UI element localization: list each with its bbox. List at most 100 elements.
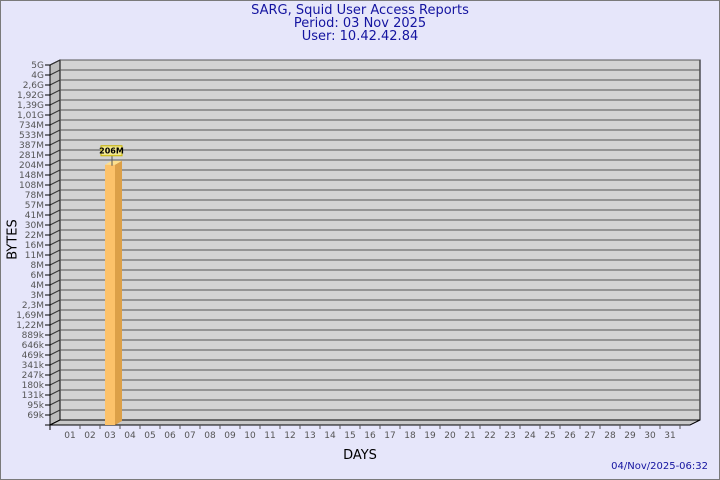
x-tick-label: 26: [564, 431, 576, 441]
x-tick-label: 15: [344, 431, 355, 441]
gridline-side: [49, 179, 61, 186]
gridline-side: [49, 339, 61, 346]
plot-floor: [49, 419, 701, 426]
x-tick-label: 16: [364, 431, 376, 441]
gridline-side: [49, 129, 61, 136]
y-tick-label: 108M: [19, 181, 44, 191]
y-tick-label: 2,3M: [22, 301, 44, 311]
y-tick-label: 1,92G: [17, 91, 44, 101]
chart-user: User: 10.42.42.84: [301, 29, 419, 44]
gridline-side: [49, 159, 61, 166]
y-tick-label: 646k: [22, 341, 45, 351]
x-axis-label: DAYS: [343, 448, 377, 463]
y-tick-label: 131k: [22, 391, 45, 401]
x-tick-label: 09: [224, 431, 236, 441]
bar-side: [115, 160, 122, 425]
gridline-side: [49, 109, 61, 116]
x-tick-label: 29: [624, 431, 636, 441]
gridline-side: [49, 69, 61, 76]
x-tick-label: 05: [144, 431, 155, 441]
y-tick-label: 1,39G: [17, 101, 44, 111]
x-tick-label: 13: [304, 431, 315, 441]
gridline-side: [49, 299, 61, 306]
gridline-side: [49, 209, 61, 216]
y-tick-label: 1,22M: [16, 321, 44, 331]
generated-timestamp: 04/Nov/2025-06:32: [611, 461, 708, 472]
gridline-side: [49, 319, 61, 326]
y-tick-label: 69k: [27, 411, 44, 421]
gridline-side: [49, 249, 61, 256]
x-tick-label: 25: [544, 431, 555, 441]
gridline-side: [49, 329, 61, 336]
y-tick-label: 281M: [19, 151, 44, 161]
y-tick-label: 78M: [25, 191, 44, 201]
x-tick-label: 27: [584, 431, 595, 441]
y-tick-label: 41M: [25, 211, 44, 221]
gridline-side: [49, 139, 61, 146]
y-tick-label: 4G: [31, 71, 44, 81]
x-tick-label: 24: [524, 431, 536, 441]
gridline-side: [49, 59, 61, 66]
y-tick-label: 3M: [31, 291, 45, 301]
x-tick-label: 19: [424, 431, 436, 441]
y-tick-label: 30M: [25, 221, 44, 231]
gridline-side: [49, 229, 61, 236]
gridline-side: [49, 199, 61, 206]
gridline-side: [49, 189, 61, 196]
x-tick-label: 07: [184, 431, 195, 441]
x-tick-label: 12: [284, 431, 295, 441]
x-tick-label: 23: [504, 431, 515, 441]
y-tick-label: 95k: [27, 401, 44, 411]
y-tick-label: 22M: [25, 231, 44, 241]
y-tick-label: 1,69M: [16, 311, 44, 321]
data-label: 206M: [99, 147, 124, 156]
x-tick-label: 22: [484, 431, 495, 441]
y-tick-label: 148M: [19, 171, 44, 181]
x-tick-label: 21: [464, 431, 475, 441]
y-tick-label: 11M: [25, 251, 44, 261]
y-tick-label: 6M: [31, 271, 45, 281]
bar-top: [105, 160, 122, 165]
gridline-side: [49, 259, 61, 266]
y-tick-label: 533M: [19, 131, 44, 141]
x-tick-label: 02: [84, 431, 95, 441]
y-tick-label: 734M: [19, 121, 44, 131]
data-label-box: [100, 145, 123, 157]
gridline-side: [49, 99, 61, 106]
y-tick-label: 8M: [31, 261, 45, 271]
gridline-side: [49, 409, 61, 416]
gridline-side: [49, 389, 61, 396]
y-tick-label: 5G: [31, 61, 44, 71]
x-tick-label: 31: [664, 431, 675, 441]
gridline-side: [49, 79, 61, 86]
y-tick-label: 1,01G: [17, 111, 44, 121]
x-tick-label: 28: [604, 431, 616, 441]
x-tick-label: 06: [164, 431, 176, 441]
y-tick-label: 247k: [22, 371, 45, 381]
gridline-side: [49, 289, 61, 296]
x-tick-label: 01: [64, 431, 75, 441]
gridline-side: [49, 119, 61, 126]
x-tick-label: 30: [644, 431, 656, 441]
x-tick-label: 10: [244, 431, 256, 441]
y-tick-label: 204M: [19, 161, 44, 171]
y-tick-label: 57M: [25, 201, 44, 211]
gridline-side: [49, 89, 61, 96]
gridline-side: [49, 309, 61, 316]
gridline-side: [49, 279, 61, 286]
gridline-side: [49, 269, 61, 276]
gridline-side: [49, 369, 61, 376]
y-tick-label: 889k: [22, 331, 45, 341]
x-tick-label: 20: [444, 431, 456, 441]
gridline-side: [49, 399, 61, 406]
x-tick-label: 03: [104, 431, 115, 441]
chart-title: SARG, Squid User Access Reports: [251, 3, 469, 18]
gridline-side: [49, 219, 61, 226]
chart-period: Period: 03 Nov 2025: [293, 16, 427, 31]
x-tick-label: 08: [204, 431, 216, 441]
y-tick-label: 469k: [22, 351, 45, 361]
x-tick-label: 18: [404, 431, 416, 441]
x-tick-label: 17: [384, 431, 395, 441]
gridline-side: [49, 239, 61, 246]
y-tick-label: 341k: [22, 361, 45, 371]
